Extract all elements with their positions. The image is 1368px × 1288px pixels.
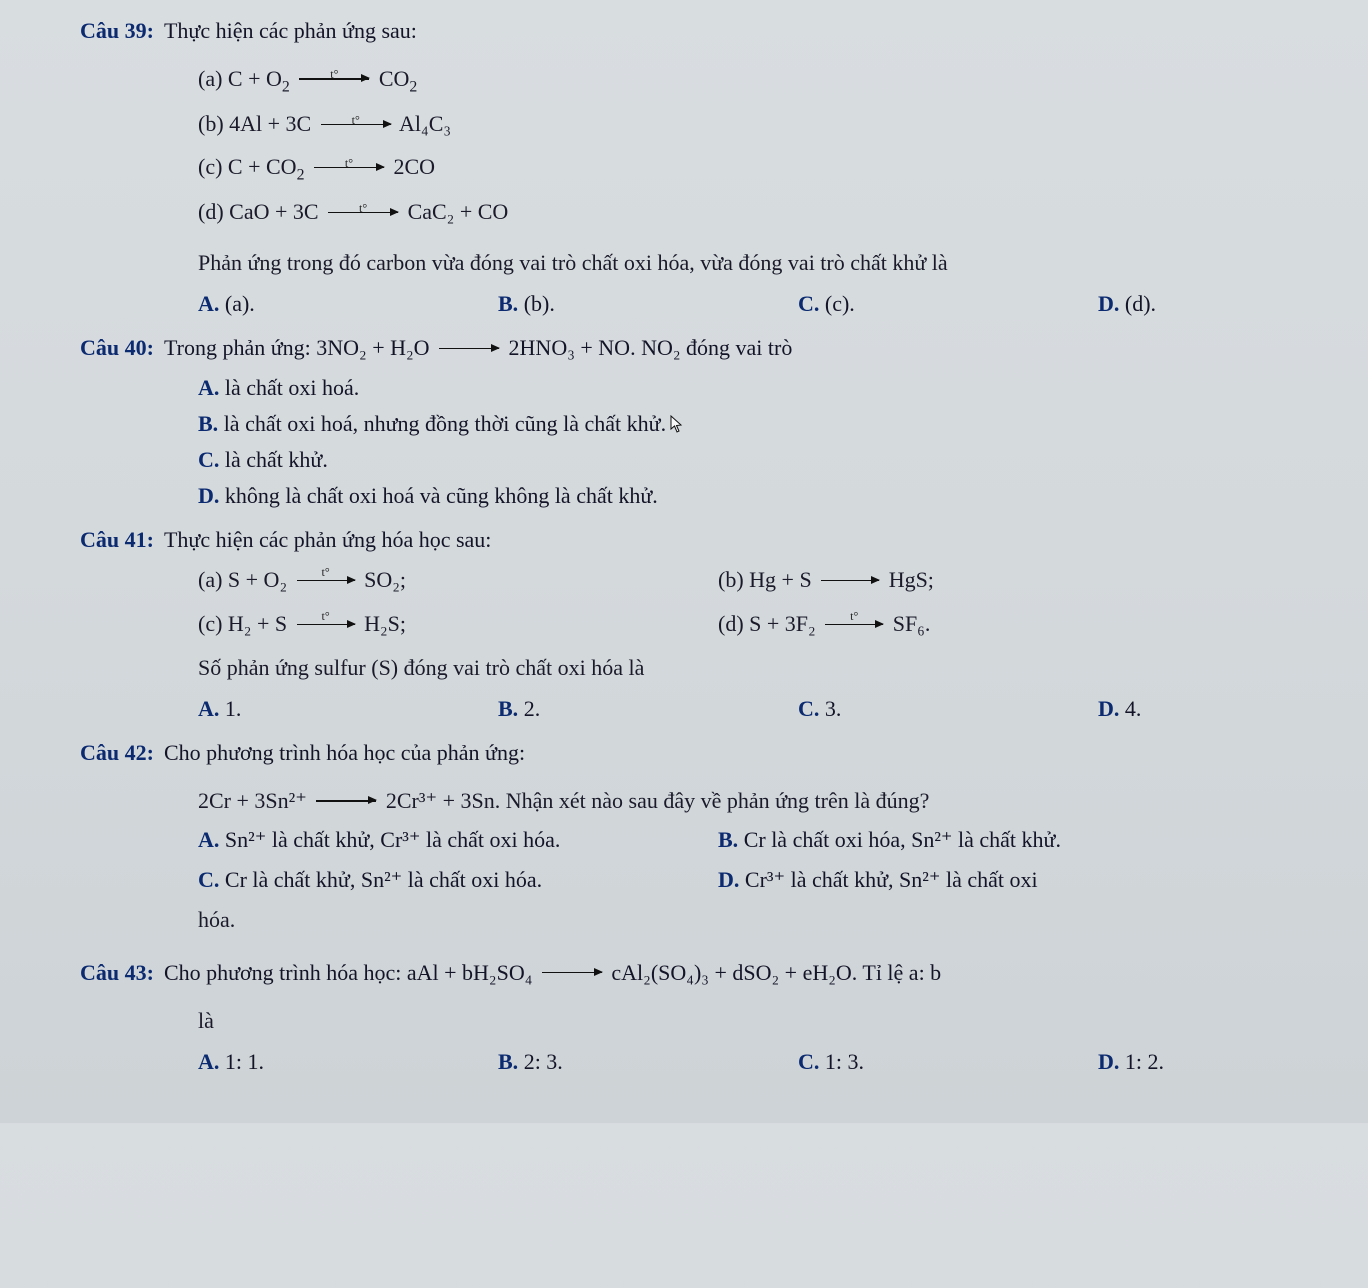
q41-stem: Thực hiện các phản ứng hóa học sau: [164, 527, 491, 553]
reaction-arrow-icon [316, 800, 376, 801]
eq-text: (d) CaO + 3C [198, 199, 319, 224]
q41-options: A. 1. B. 2. C. 3. D. 4. [198, 696, 1368, 722]
q41-eq-c: (c) H₂ + S t° H₂S; [198, 611, 718, 637]
q39-header: Câu 39: Thực hiện các phản ứng sau: [80, 18, 1368, 44]
reaction-arrow-icon [542, 972, 602, 973]
q43-stem: Cho phương trình hóa học: aAl + bH₂SO₄ c… [164, 960, 941, 986]
q40-header: Câu 40: Trong phản ứng: 3NO₂ + H₂O 2HNO₃… [80, 335, 1368, 361]
q39-label: Câu 39: [80, 18, 154, 44]
q42-option-A[interactable]: A. Sn²⁺ là chất khử, Cr³⁺ là chất oxi hó… [198, 827, 718, 853]
question-39: Câu 39: Thực hiện các phản ứng sau: (a) … [80, 18, 1368, 317]
q39-stem: Thực hiện các phản ứng sau: [164, 18, 417, 44]
q39-eq-c: (c) C + CO2 t° 2CO [198, 146, 1368, 191]
reaction-arrow-icon [439, 348, 499, 349]
question-42: Câu 42: Cho phương trình hóa học của phả… [80, 740, 1368, 942]
reaction-arrow-icon: t° [299, 78, 369, 79]
q40-option-D[interactable]: D. không là chất oxi hoá và cũng không l… [198, 483, 1368, 509]
reaction-arrow-icon: t° [328, 212, 398, 213]
eq-text: (c) C + CO2 [198, 154, 304, 179]
q41-option-D[interactable]: D. 4. [1098, 696, 1368, 722]
eq-text: CaC₂ + CO [408, 199, 509, 224]
q41-label: Câu 41: [80, 527, 154, 553]
q40-stem: Trong phản ứng: 3NO₂ + H₂O 2HNO₃ + NO. N… [164, 335, 792, 361]
q39-option-C[interactable]: C. (c). [798, 291, 1098, 317]
q41-prompt: Số phản ứng sulfur (S) đóng vai trò chất… [198, 647, 1368, 690]
q39-eq-b: (b) 4Al + 3C t° Al₄C₃ [198, 103, 1368, 146]
question-43: Câu 43: Cho phương trình hóa học: aAl + … [80, 960, 1368, 1075]
reaction-arrow-icon: t° [314, 167, 384, 168]
q42-option-D[interactable]: D. Cr³⁺ là chất khử, Sn²⁺ là chất oxi [718, 867, 1328, 893]
mouse-cursor-icon [670, 415, 684, 433]
q43-header: Câu 43: Cho phương trình hóa học: aAl + … [80, 960, 1368, 986]
eq-text: Al₄C₃ [399, 111, 451, 136]
q43-option-C[interactable]: C. 1: 3. [798, 1049, 1098, 1075]
q42-options: A. Sn²⁺ là chất khử, Cr³⁺ là chất oxi hó… [198, 827, 1368, 893]
q43-option-B[interactable]: B. 2: 3. [498, 1049, 798, 1075]
eq-text: (b) 4Al + 3C [198, 111, 311, 136]
eq-text: (a) C + O2 [198, 66, 290, 91]
q39-options: A. (a). B. (b). C. (c). D. (d). [198, 291, 1368, 317]
eq-text: CO2 [379, 66, 417, 91]
q41-option-B[interactable]: B. 2. [498, 696, 798, 722]
q42-option-B[interactable]: B. Cr là chất oxi hóa, Sn²⁺ là chất khử. [718, 827, 1328, 853]
q42-header: Câu 42: Cho phương trình hóa học của phả… [80, 740, 1368, 766]
reaction-arrow-icon [821, 580, 879, 581]
q43-options: A. 1: 1. B. 2: 3. C. 1: 3. D. 1: 2. [198, 1049, 1368, 1075]
q40-label: Câu 40: [80, 335, 154, 361]
question-41: Câu 41: Thực hiện các phản ứng hóa học s… [80, 527, 1368, 722]
q42-label: Câu 42: [80, 740, 154, 766]
q40-options: A. là chất oxi hoá. B. là chất oxi hoá, … [198, 375, 1368, 509]
q39-option-B[interactable]: B. (b). [498, 291, 798, 317]
reaction-arrow-icon: t° [297, 580, 355, 581]
q41-equations: (a) S + O₂ t° SO₂; (b) Hg + S HgS; (c) H… [198, 567, 1368, 637]
q42-option-C[interactable]: C. Cr là chất khử, Sn²⁺ là chất oxi hóa. [198, 867, 718, 893]
q42-option-D-tail: hóa. [198, 899, 1368, 942]
q42-stem: Cho phương trình hóa học của phản ứng: [164, 740, 525, 766]
q40-option-B[interactable]: B. là chất oxi hoá, nhưng đồng thời cũng… [198, 411, 1368, 437]
q43-option-D[interactable]: D. 1: 2. [1098, 1049, 1368, 1075]
q39-eq-d: (d) CaO + 3C t° CaC₂ + CO [198, 191, 1368, 234]
question-40: Câu 40: Trong phản ứng: 3NO₂ + H₂O 2HNO₃… [80, 335, 1368, 509]
q41-header: Câu 41: Thực hiện các phản ứng hóa học s… [80, 527, 1368, 553]
q43-stem-tail: là [198, 1000, 1368, 1043]
q39-option-A[interactable]: A. (a). [198, 291, 498, 317]
exam-page: Câu 39: Thực hiện các phản ứng sau: (a) … [0, 0, 1368, 1123]
q41-option-C[interactable]: C. 3. [798, 696, 1098, 722]
q41-eq-a: (a) S + O₂ t° SO₂; [198, 567, 718, 593]
q42-equation: 2Cr + 3Sn²⁺ 2Cr³⁺ + 3Sn. Nhận xét nào sa… [198, 780, 1368, 823]
q40-option-A[interactable]: A. là chất oxi hoá. [198, 375, 1368, 401]
q41-option-A[interactable]: A. 1. [198, 696, 498, 722]
q41-eq-b: (b) Hg + S HgS; [718, 567, 1328, 593]
q39-prompt: Phản ứng trong đó carbon vừa đóng vai tr… [198, 242, 1368, 285]
q41-eq-d: (d) S + 3F₂ t° SF₆. [718, 611, 1328, 637]
q43-label: Câu 43: [80, 960, 154, 986]
q39-eq-a: (a) C + O2 t° CO2 [198, 58, 1368, 103]
eq-text: 2CO [393, 154, 435, 179]
reaction-arrow-icon: t° [321, 124, 391, 125]
q40-option-C[interactable]: C. là chất khử. [198, 447, 1368, 473]
reaction-arrow-icon: t° [825, 624, 883, 625]
q43-option-A[interactable]: A. 1: 1. [198, 1049, 498, 1075]
reaction-arrow-icon: t° [297, 624, 355, 625]
q39-option-D[interactable]: D. (d). [1098, 291, 1368, 317]
